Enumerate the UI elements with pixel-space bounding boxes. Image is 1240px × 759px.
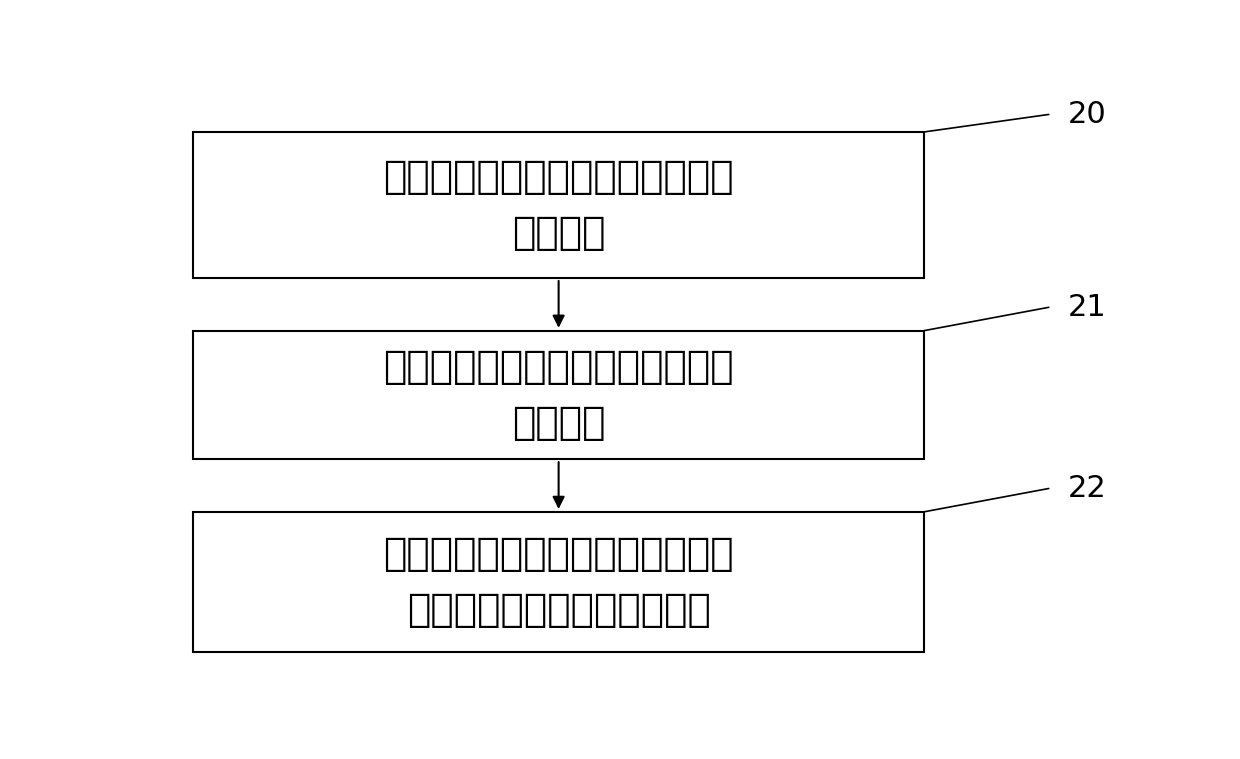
Bar	[193, 512, 924, 652]
Text: 在所述熔丝探针焊盘和所述测试外
围焊盘之间用电气隔离层相隔: 在所述熔丝探针焊盘和所述测试外 围焊盘之间用电气隔离层相隔	[383, 535, 734, 629]
Text: 21: 21	[1068, 293, 1106, 322]
Text: 22: 22	[1068, 474, 1106, 503]
Bar	[193, 132, 924, 278]
Text: 熔丝探针焊盘通过插件和熔丝熔断
电路相连: 熔丝探针焊盘通过插件和熔丝熔断 电路相连	[383, 158, 734, 252]
Text: 20: 20	[1068, 100, 1106, 129]
Bar	[193, 331, 924, 459]
Text: 测试外围焊盘通过插件和测试外围
电路相连: 测试外围焊盘通过插件和测试外围 电路相连	[383, 348, 734, 442]
